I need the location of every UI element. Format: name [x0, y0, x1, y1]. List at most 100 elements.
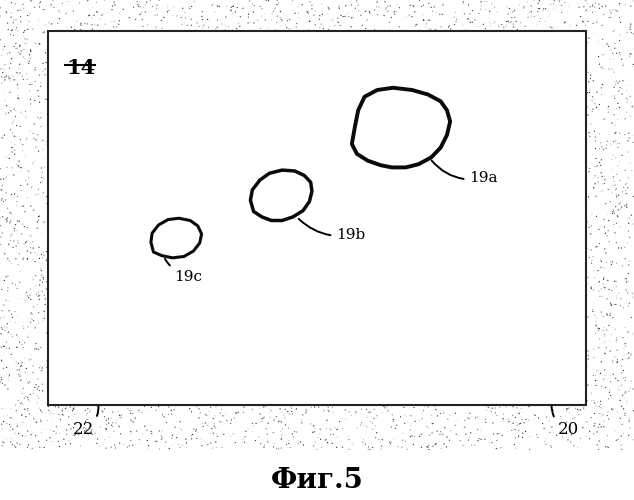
Point — [65, 403, 75, 411]
Point — [600, 200, 611, 207]
Point — [272, 0, 282, 8]
Point — [254, 416, 264, 424]
Point — [23, 167, 33, 175]
Point — [516, 412, 526, 420]
Point — [42, 120, 53, 128]
Point — [181, 435, 191, 443]
Point — [584, 128, 594, 136]
Point — [10, 132, 20, 140]
Point — [628, 220, 634, 228]
Point — [26, 350, 36, 358]
Point — [614, 386, 624, 394]
Point — [361, 24, 371, 32]
Point — [93, 21, 103, 29]
Point — [115, 439, 125, 447]
Point — [599, 324, 609, 332]
Point — [75, 0, 85, 6]
Point — [615, 414, 625, 422]
Point — [281, 24, 292, 32]
Point — [608, 370, 618, 378]
Point — [602, 137, 612, 145]
Point — [612, 212, 623, 220]
Point — [182, 0, 192, 6]
Point — [351, 408, 361, 416]
Point — [4, 344, 15, 352]
Point — [29, 276, 39, 283]
Point — [589, 354, 599, 362]
Point — [134, 436, 145, 444]
Point — [516, 404, 526, 412]
Point — [301, 406, 311, 414]
Point — [540, 18, 550, 25]
Point — [94, 442, 105, 450]
Point — [202, 412, 212, 420]
Point — [11, 40, 21, 48]
Point — [605, 259, 616, 267]
Point — [588, 286, 598, 294]
Point — [521, 416, 531, 424]
Point — [529, 410, 540, 418]
Point — [34, 292, 44, 300]
Point — [231, 410, 241, 418]
Point — [109, 0, 119, 6]
Point — [476, 427, 486, 435]
Point — [307, 428, 318, 436]
Point — [20, 405, 30, 413]
Point — [34, 288, 44, 296]
Point — [602, 137, 612, 145]
Point — [41, 256, 51, 264]
Point — [151, 23, 161, 31]
Point — [207, 444, 217, 452]
Point — [598, 280, 608, 288]
Point — [45, 2, 55, 10]
Point — [602, 412, 612, 420]
Point — [607, 357, 618, 365]
Point — [30, 258, 40, 266]
Point — [547, 423, 557, 431]
Point — [488, 20, 498, 28]
Point — [13, 217, 23, 225]
Point — [597, 22, 607, 30]
Point — [582, 418, 592, 426]
Point — [574, 3, 584, 11]
Point — [564, 409, 574, 417]
Point — [34, 92, 44, 100]
Point — [591, 372, 601, 380]
Point — [197, 442, 207, 450]
Point — [338, 12, 348, 20]
Point — [394, 4, 404, 12]
Point — [615, 396, 625, 404]
Point — [335, 418, 345, 426]
Point — [0, 40, 6, 48]
Point — [586, 282, 596, 290]
Point — [92, 402, 102, 410]
Point — [150, 12, 160, 20]
Point — [200, 419, 210, 427]
Point — [585, 228, 595, 236]
Point — [38, 362, 48, 370]
Point — [11, 202, 22, 210]
Point — [590, 162, 600, 170]
Point — [424, 446, 434, 454]
Point — [598, 410, 609, 418]
Point — [612, 140, 623, 147]
Point — [1, 345, 11, 353]
Point — [310, 404, 320, 411]
Point — [27, 182, 37, 190]
Point — [389, 10, 399, 18]
Point — [15, 440, 25, 448]
Point — [198, 422, 209, 430]
Point — [87, 430, 97, 438]
Point — [276, 8, 286, 16]
Point — [29, 303, 39, 311]
Point — [32, 290, 42, 298]
Point — [76, 21, 86, 29]
Point — [622, 355, 632, 363]
Point — [11, 24, 22, 32]
Point — [34, 212, 44, 220]
Point — [431, 406, 441, 413]
Point — [611, 77, 621, 85]
Point — [251, 420, 261, 428]
Point — [608, 174, 618, 182]
Point — [210, 424, 221, 432]
